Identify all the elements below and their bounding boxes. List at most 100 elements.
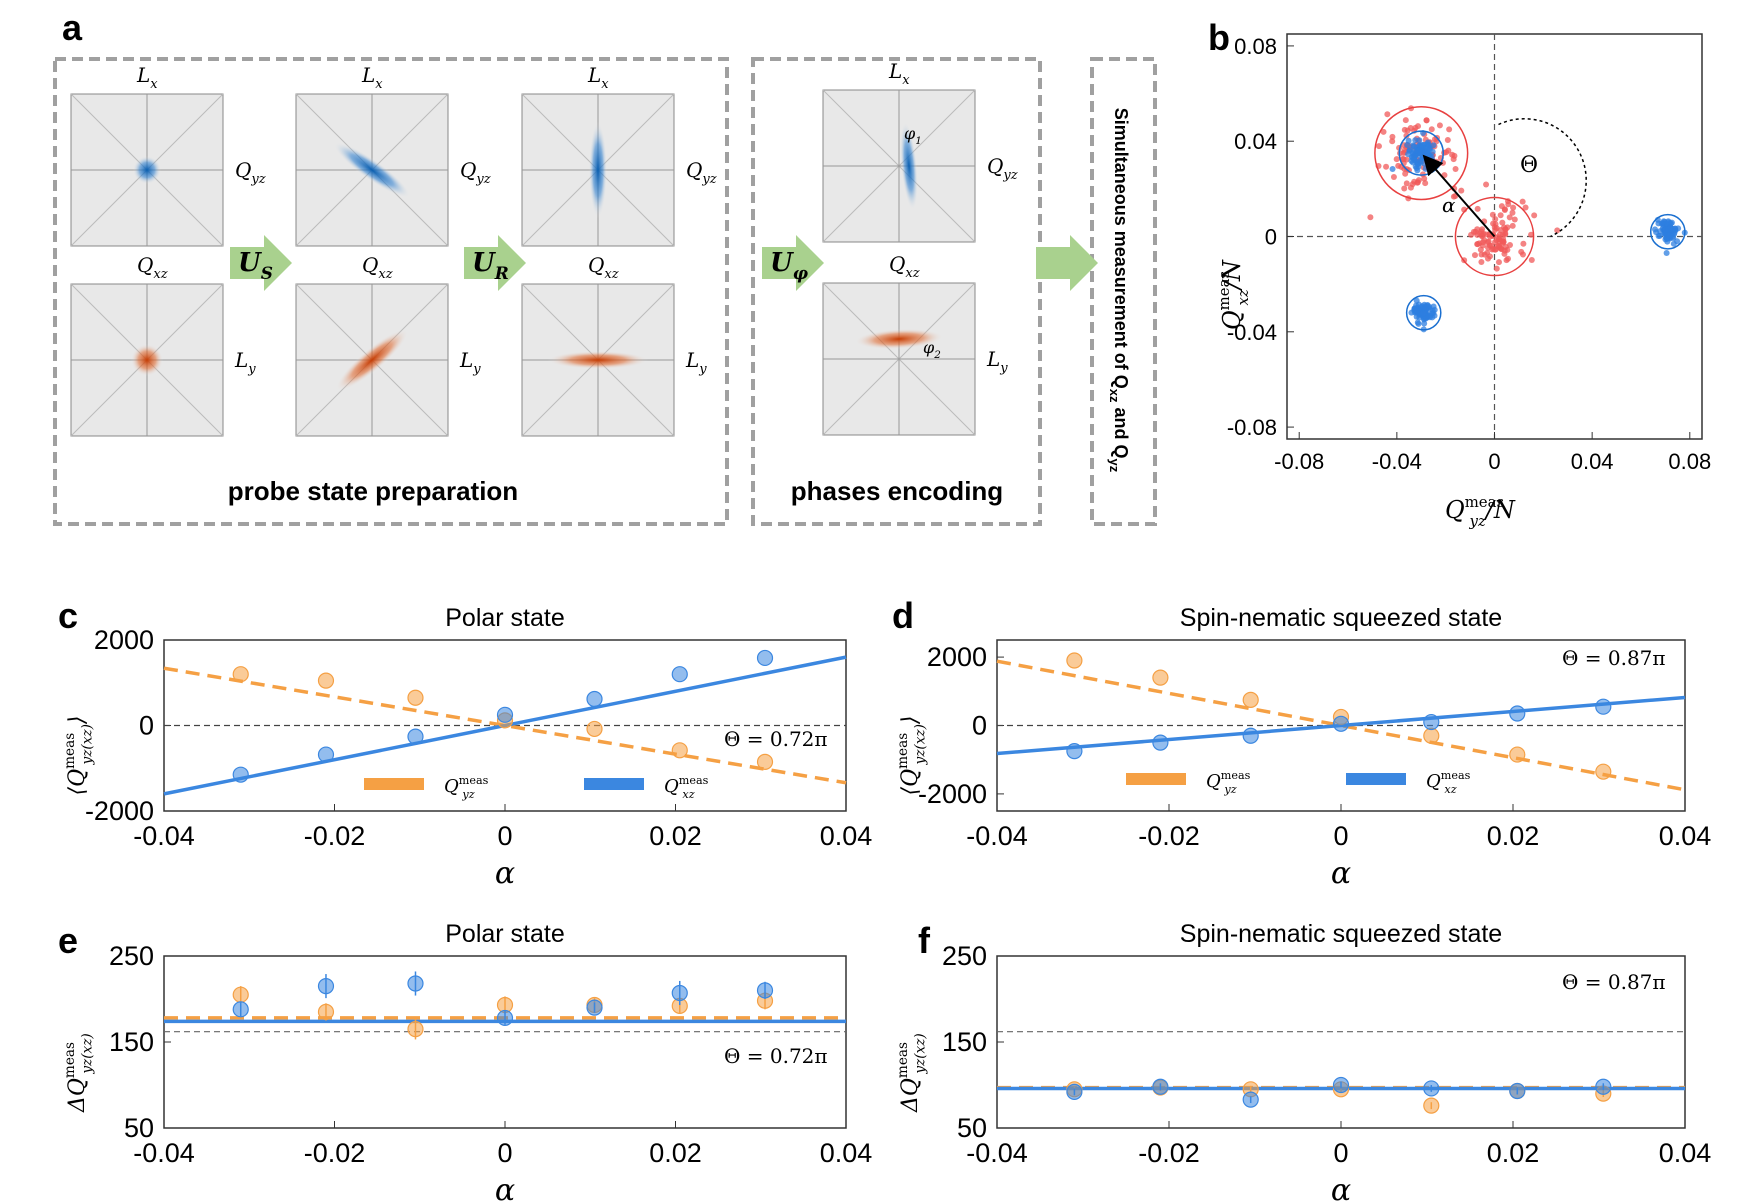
data-point (1477, 230, 1484, 237)
x-tick-label: -0.04 (966, 821, 1028, 851)
operator-label: US (238, 248, 273, 283)
operator-label: Uφ (770, 248, 809, 283)
label-sub: x (601, 77, 609, 92)
data-point (1595, 698, 1612, 715)
data-point (1479, 239, 1486, 246)
x-tick-label: 0.04 (1571, 449, 1614, 474)
data-point (407, 689, 424, 706)
data-point (1595, 1078, 1612, 1095)
box-top-label: Qxz (362, 253, 393, 282)
data-point (1389, 166, 1396, 173)
data-point (671, 742, 688, 759)
label-sup: meas (62, 1042, 78, 1078)
data-point (1425, 141, 1432, 148)
data-point (1483, 181, 1490, 188)
x-tick-label: -0.04 (133, 821, 195, 851)
label-sup: meas (1465, 493, 1504, 511)
data-point (1452, 166, 1459, 173)
label-sub: φ (793, 263, 809, 283)
label-sub: yz(xz) (79, 724, 95, 765)
data-point (1509, 1082, 1526, 1100)
data-point (1492, 246, 1499, 253)
data-point (407, 728, 424, 745)
data-point (1422, 165, 1429, 172)
y-axis-label: ΔQmeasyz(xz) (895, 1033, 928, 1113)
data-point (1407, 184, 1414, 191)
data-point (1495, 234, 1502, 241)
label-main: Q (588, 253, 604, 277)
label-main: Q (1218, 310, 1246, 330)
x-tick-label: 0.02 (649, 1138, 702, 1168)
data-point (586, 720, 603, 738)
series-Qyz (163, 666, 847, 785)
chart-title: Spin-nematic squeezed state (1180, 604, 1502, 632)
data-point (1436, 122, 1443, 129)
points-Qxz (232, 649, 774, 783)
encode-frame (751, 57, 1042, 526)
orange-distribution (336, 329, 408, 391)
label-sub: yz(xz) (912, 1033, 928, 1074)
data-point (317, 672, 335, 689)
box-side-label: Ly (459, 348, 481, 377)
x-tick-label: 0.04 (1659, 1138, 1712, 1168)
data-point (1482, 231, 1489, 238)
chart-title: Polar state (445, 920, 565, 948)
phase-box-2: Lx Qyz (295, 63, 491, 247)
y-axis-label-group: ΔQmeasyz(xz) (895, 1033, 928, 1113)
label-sub: xz (378, 267, 392, 282)
y-tick-label: -2000 (918, 779, 987, 809)
fit-line (163, 666, 847, 785)
box-top-label: Qxz (588, 253, 619, 282)
y-tick-label: 50 (957, 1113, 987, 1143)
box-top-label: Qxz (889, 252, 920, 281)
x-tick-label: -0.02 (1138, 821, 1200, 851)
label-sub: y (698, 362, 707, 377)
label-main: Q (444, 776, 459, 797)
plot-frame (163, 955, 847, 1129)
label-main: Q (664, 776, 679, 797)
data-point (1519, 251, 1526, 258)
box-top-label: Lx (888, 59, 910, 88)
arrow-shape (464, 235, 526, 291)
cluster-circle (1405, 294, 1442, 331)
legend-label: Qmeas yz (1206, 769, 1251, 796)
data-point (232, 666, 249, 683)
data-point (1413, 307, 1420, 314)
label-main: ⟨Q (898, 769, 923, 796)
y-axis-label-group: ΔQmeasyz(xz) (62, 1033, 95, 1113)
y-tick-label: 0 (1265, 225, 1277, 250)
data-point (1510, 204, 1517, 211)
x-tick-label: -0.08 (1274, 449, 1324, 474)
data-point (1414, 179, 1421, 186)
label-tail: ⟩ (65, 715, 90, 725)
x-tick-label: -0.04 (966, 1138, 1028, 1168)
label-sub: x (902, 73, 910, 88)
box-side-label: Ly (685, 348, 707, 377)
label-sub: yz(xz) (79, 1033, 95, 1074)
x-axis-label: α (495, 856, 515, 891)
label-main: L (136, 63, 150, 87)
label-main: Q (362, 253, 378, 277)
data-point (1411, 156, 1418, 163)
data-point (496, 706, 514, 723)
x-tick-label: -0.04 (1372, 449, 1422, 474)
phase-box-8: Qxz Ly (822, 252, 1008, 436)
x-tick-label: 0.02 (649, 821, 702, 851)
label-main: Q (1426, 771, 1441, 792)
data-point (1420, 310, 1427, 317)
label-tail: ⟩ (898, 715, 923, 725)
label-main: U (770, 248, 794, 278)
data-point (1423, 727, 1440, 744)
label-sub: y (247, 362, 256, 377)
theta-annotation: Θ = 0.87π (1562, 646, 1666, 670)
label-sub: yz(xz) (912, 724, 928, 765)
measurement-label: Simultaneous measurement of Qxz and Qyz (1107, 108, 1131, 473)
data-point (1403, 180, 1410, 187)
data-point (1470, 228, 1477, 235)
label-sup: meas (62, 733, 78, 769)
transform-arrow-4 (1036, 235, 1098, 291)
y-axis-label: ⟨Qmeasyz(xz)⟩ (62, 715, 95, 795)
y-tick-label: 0 (972, 711, 987, 741)
data-point (1367, 214, 1374, 221)
orange-distribution (131, 344, 163, 376)
